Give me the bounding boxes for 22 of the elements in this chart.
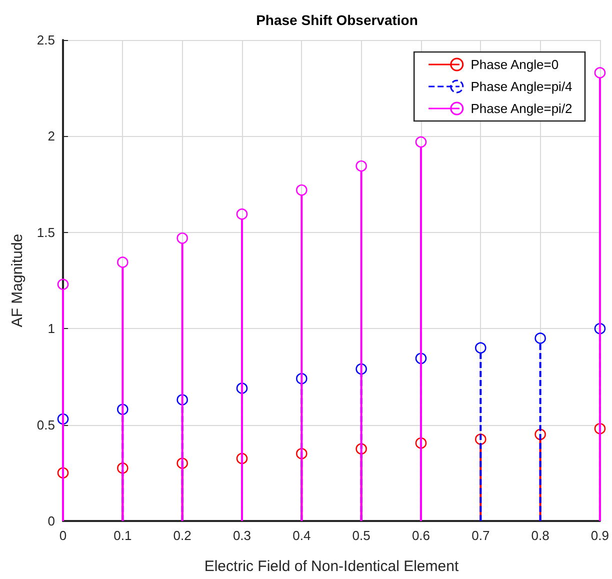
x-tick-label: 0.7 — [472, 528, 490, 543]
x-tick-label: 0.4 — [292, 528, 311, 543]
x-tick-label: 0.3 — [232, 528, 252, 543]
y-tick-label: 2.5 — [36, 32, 55, 48]
x-tick-label: 0.1 — [114, 528, 132, 543]
y-tick-label: 0.5 — [36, 417, 55, 432]
x-tick-label: 0.9 — [590, 528, 610, 543]
legend-label: Phase Angle=pi/4 — [470, 79, 572, 94]
y-axis-title: AF Magnitude — [9, 234, 26, 328]
legend-label: Phase Angle=pi/2 — [470, 101, 572, 116]
x-tick-label: 0.5 — [352, 528, 370, 543]
y-tick-label: 2 — [48, 128, 55, 144]
y-tick-label: 1.5 — [36, 224, 55, 240]
y-tick-label: 0 — [48, 514, 55, 528]
legend-label: Phase Angle=0 — [470, 57, 559, 72]
x-tick-label: 0.8 — [531, 528, 550, 543]
x-tick-label: 0.6 — [412, 528, 430, 543]
x-tick-label: 0 — [59, 528, 67, 543]
x-tick-label: 0.2 — [173, 528, 192, 543]
x-axis-title: Electric Field of Non-Identical Element — [204, 558, 460, 575]
chart-title: Phase Shift Observation — [256, 12, 418, 28]
y-tick-label: 1 — [48, 321, 55, 336]
